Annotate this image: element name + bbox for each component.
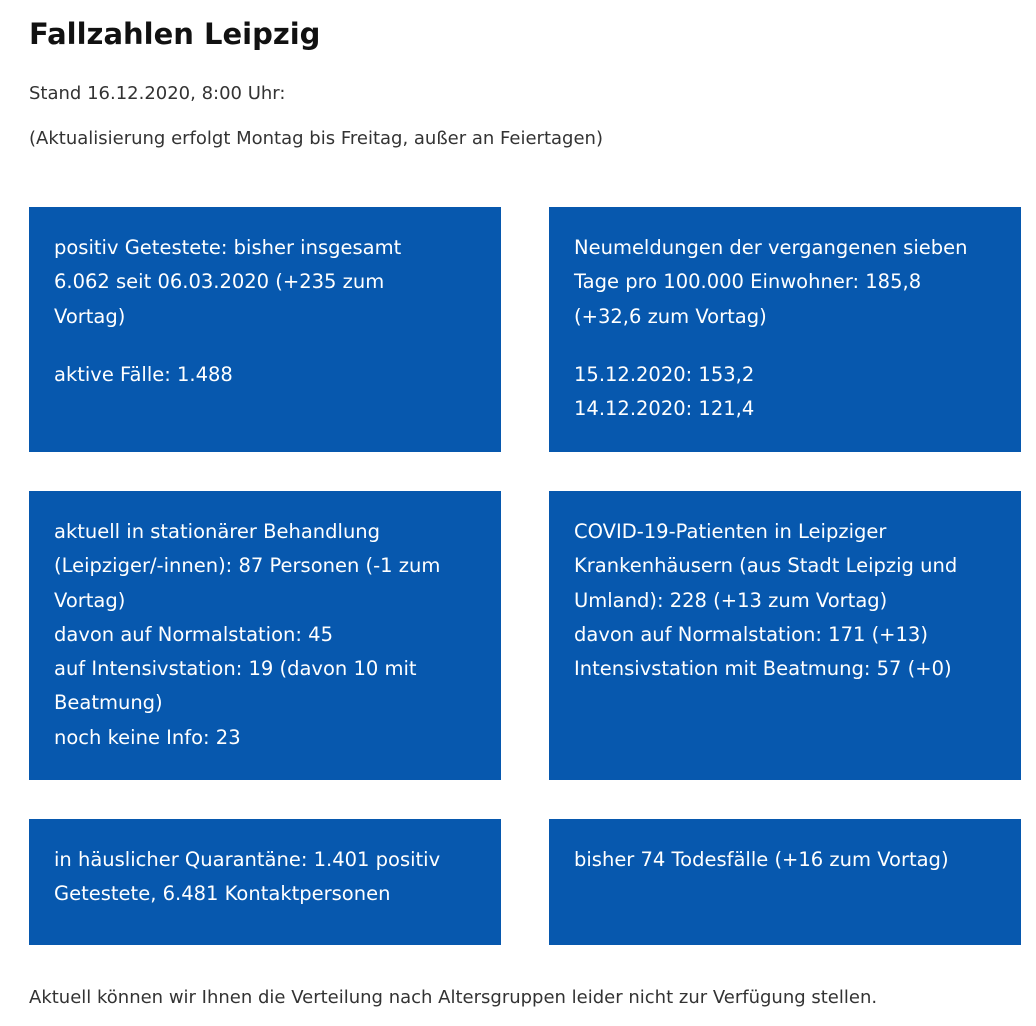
update-note: (Aktualisierung erfolgt Montag bis Freit… xyxy=(29,128,603,149)
incidence-line: (+32,6 zum Vortag) xyxy=(574,304,767,328)
incidence-history-item: 15.12.2020: 153,2 xyxy=(574,362,755,386)
hospital-residents-box: aktuell in stationärer Behandlung (Leipz… xyxy=(29,491,501,780)
hospital-residents-line: davon auf Normalstation: 45 xyxy=(54,622,333,646)
incidence-history-item: 14.12.2020: 121,4 xyxy=(574,397,755,421)
hospital-patients-line: Umland): 228 (+13 zum Vortag) xyxy=(574,588,888,612)
hospital-patients-line: Intensivstation mit Beatmung: 57 (+0) xyxy=(574,657,952,681)
hospital-residents-line: Vortag) xyxy=(54,588,126,612)
positive-tests-text: positiv Getestete: bisher insgesamt 6.06… xyxy=(54,231,477,334)
active-cases-text: aktive Fälle: 1.488 xyxy=(54,362,233,386)
deaths-line: bisher 74 Todesfälle (+16 zum Vortag) xyxy=(574,848,949,871)
incidence-text: Neumeldungen der vergangenen sieben Tage… xyxy=(574,231,997,334)
positive-tests-line: Vortag) xyxy=(54,304,126,328)
hospital-residents-line: Beatmung) xyxy=(54,691,163,715)
incidence-line: Neumeldungen der vergangenen sieben xyxy=(574,236,968,259)
hospital-patients-box: COVID-19-Patienten in Leipziger Krankenh… xyxy=(549,491,1021,780)
age-distribution-note: Aktuell können wir Ihnen die Verteilung … xyxy=(29,987,878,1008)
hospital-residents-text: aktuell in stationärer Behandlung (Leipz… xyxy=(54,515,477,755)
incidence-line: Tage pro 100.000 Einwohner: 185,8 xyxy=(574,270,922,294)
status-timestamp: Stand 16.12.2020, 8:00 Uhr: xyxy=(29,83,286,104)
deaths-text: bisher 74 Todesfälle (+16 zum Vortag) xyxy=(574,843,997,877)
deaths-box: bisher 74 Todesfälle (+16 zum Vortag) xyxy=(549,819,1021,945)
quarantine-box: in häuslicher Quarantäne: 1.401 positiv … xyxy=(29,819,501,945)
hospital-patients-line: davon auf Normalstation: 171 (+13) xyxy=(574,622,928,646)
hospital-patients-text: COVID-19-Patienten in Leipziger Krankenh… xyxy=(574,515,997,686)
incidence-box: Neumeldungen der vergangenen sieben Tage… xyxy=(549,207,1021,452)
hospital-patients-line: COVID-19-Patienten in Leipziger xyxy=(574,520,887,543)
page-title: Fallzahlen Leipzig xyxy=(29,17,321,51)
incidence-history: 15.12.2020: 153,2 14.12.2020: 121,4 xyxy=(574,358,997,427)
hospital-patients-line: Krankenhäusern (aus Stadt Leipzig und xyxy=(574,554,958,578)
quarantine-text: in häuslicher Quarantäne: 1.401 positiv … xyxy=(54,843,477,912)
positive-tests-line: positiv Getestete: bisher insgesamt xyxy=(54,236,402,259)
quarantine-line: Getestete, 6.481 Kontaktpersonen xyxy=(54,882,391,906)
positive-tests-line: 6.062 seit 06.03.2020 (+235 zum xyxy=(54,270,385,294)
positive-tests-box: positiv Getestete: bisher insgesamt 6.06… xyxy=(29,207,501,452)
hospital-residents-line: noch keine Info: 23 xyxy=(54,725,241,749)
quarantine-line: in häuslicher Quarantäne: 1.401 positiv xyxy=(54,848,441,871)
hospital-residents-line: aktuell in stationärer Behandlung xyxy=(54,520,381,543)
hospital-residents-line: auf Intensivstation: 19 (davon 10 mit xyxy=(54,657,417,681)
hospital-residents-line: (Leipziger/-innen): 87 Personen (-1 zum xyxy=(54,554,441,578)
